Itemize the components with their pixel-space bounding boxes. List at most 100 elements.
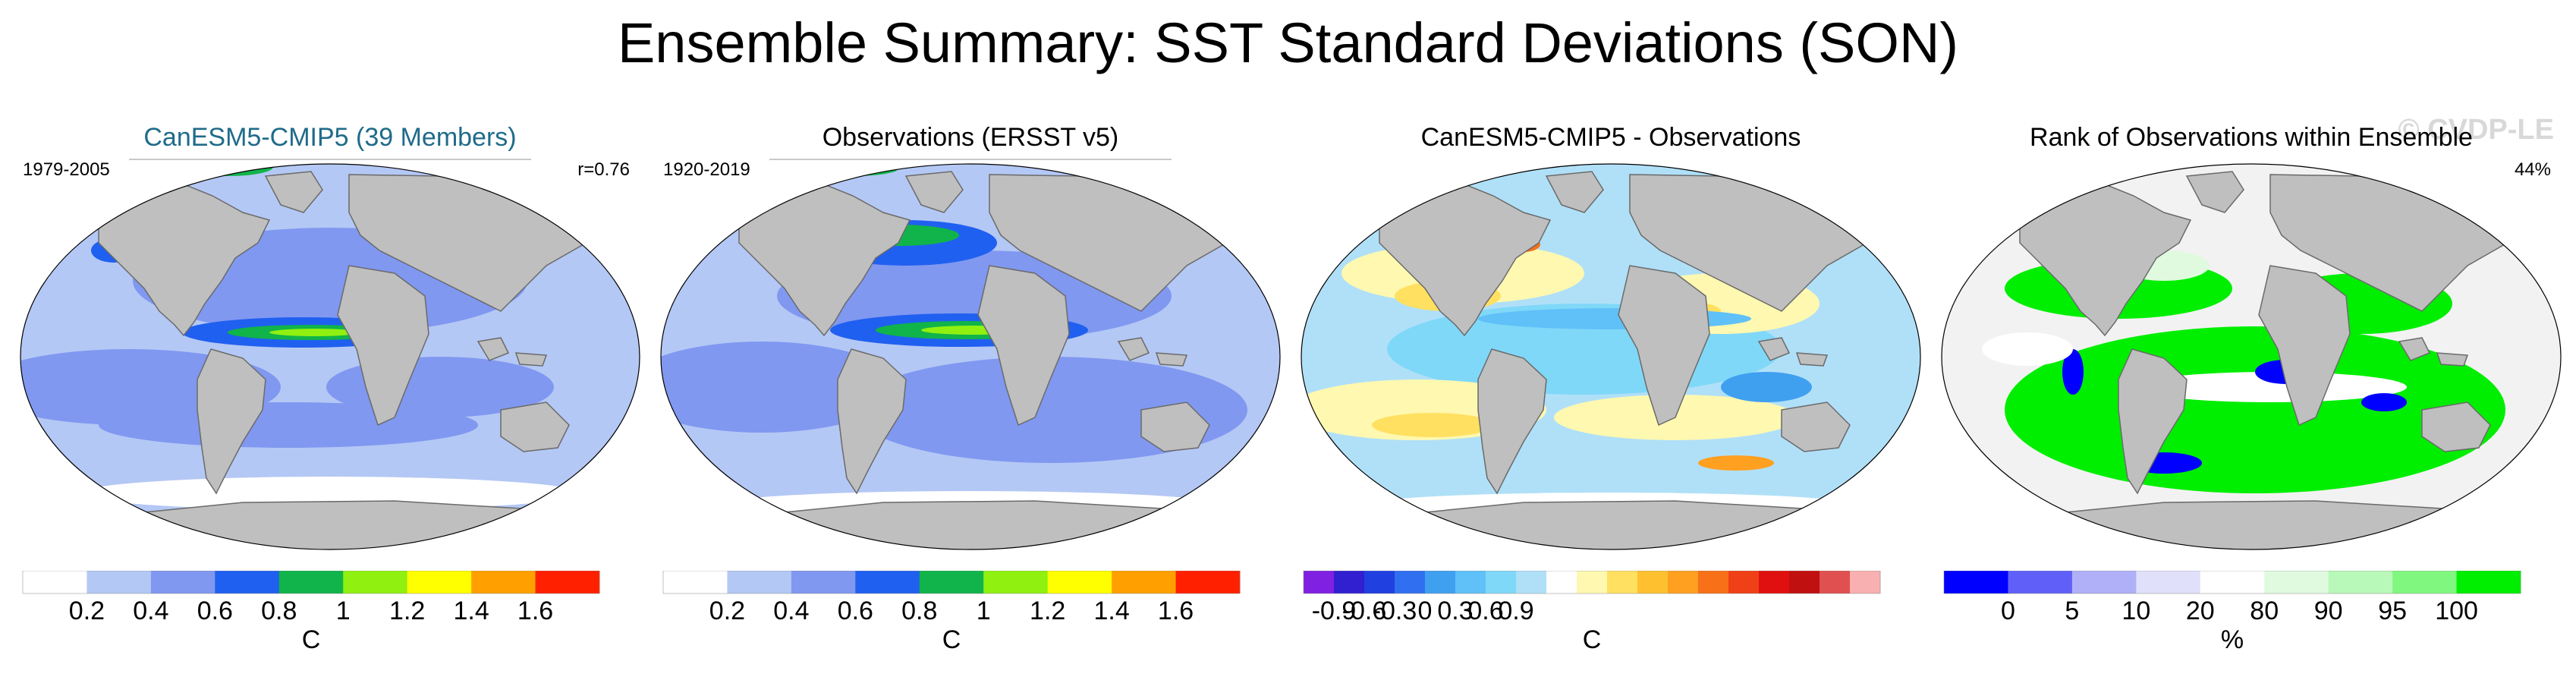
colorbar-swatch bbox=[1364, 571, 1395, 594]
period-label: 1920-2019 bbox=[663, 159, 750, 180]
panel-title: CanESM5-CMIP5 (39 Members) bbox=[15, 123, 645, 160]
colorbar-swatch bbox=[1112, 571, 1177, 594]
colorbar-tick-label: 0.9 bbox=[1498, 597, 1533, 625]
colorbar-swatch bbox=[983, 571, 1049, 594]
colorbar-unit-label: % bbox=[2221, 625, 2244, 654]
percent-label: 44% bbox=[2514, 159, 2551, 180]
colorbar-tick-label: 0.3 bbox=[1437, 597, 1473, 625]
panel-model-std: CanESM5-CMIP5 (39 Members) 1979-2005 r=0… bbox=[15, 114, 645, 675]
colorbar-unit-label: C bbox=[1583, 625, 1602, 654]
colorbar-swatch bbox=[1637, 571, 1669, 594]
colorbar-tick-label: 90 bbox=[2314, 597, 2343, 625]
colorbar: 0 5 10 20 80 90 95 100% bbox=[1943, 571, 2521, 654]
colorbar-tick-label: 80 bbox=[2250, 597, 2279, 625]
colorbar-swatch bbox=[1607, 571, 1638, 594]
panel-observations-std: Observations (ERSST v5) 1920-2019 0.2 0.4… bbox=[656, 114, 1285, 675]
colorbar-swatch bbox=[1334, 571, 1365, 594]
colorbar-tick-label: 0.8 bbox=[261, 597, 297, 625]
colorbar-swatch bbox=[855, 571, 920, 594]
colorbar-tick-label: 0.6 bbox=[1467, 597, 1503, 625]
colorbar-swatch bbox=[1789, 571, 1820, 594]
rank-map bbox=[1941, 163, 2562, 550]
colorbar-swatch bbox=[1546, 571, 1577, 594]
panel-rank: © CVDP-LE Rank of Observations within En… bbox=[1936, 114, 2566, 675]
colorbar-swatch bbox=[1728, 571, 1760, 594]
colorbar-tick-label: 0.4 bbox=[133, 597, 168, 625]
colorbar-swatch bbox=[1047, 571, 1112, 594]
colorbar-swatch bbox=[919, 571, 984, 594]
colorbar-tick-label: 95 bbox=[2378, 597, 2407, 625]
colorbar-swatch bbox=[1668, 571, 1699, 594]
colorbar-swatch bbox=[663, 571, 728, 594]
sst-difference-map bbox=[1301, 163, 1921, 550]
colorbar-tick-label: 0 bbox=[2001, 597, 2015, 625]
colorbar-swatch bbox=[1820, 571, 1851, 594]
colorbar-tick-label: 1.6 bbox=[517, 597, 553, 625]
colorbar-swatch bbox=[150, 571, 215, 594]
colorbar-tick-label: 1.2 bbox=[1030, 597, 1065, 625]
colorbar-tick-label: 0.4 bbox=[773, 597, 809, 625]
colorbar-swatch bbox=[2392, 571, 2458, 594]
colorbar-swatch bbox=[215, 571, 280, 594]
colorbar-swatch bbox=[1486, 571, 1517, 594]
colorbar: 0.2 0.4 0.6 0.8 1 1.2 1.4 1.6 C bbox=[22, 571, 600, 654]
panel-title: Observations (ERSST v5) bbox=[656, 123, 1285, 160]
colorbar-tick-label: 1.2 bbox=[389, 597, 425, 625]
colorbar-tick-label: 0.2 bbox=[709, 597, 745, 625]
colorbar-swatch bbox=[1175, 571, 1241, 594]
colorbar: 0.2 0.4 0.6 0.8 1 1.2 1.4 1.6 C bbox=[662, 571, 1241, 654]
colorbar-swatch bbox=[1759, 571, 1790, 594]
colorbar-swatch bbox=[2200, 571, 2265, 594]
colorbar-unit-label: C bbox=[302, 625, 321, 654]
colorbar-tick-label: 1.4 bbox=[1093, 597, 1129, 625]
colorbar-swatch bbox=[86, 571, 152, 594]
colorbar-tick-label: 1 bbox=[977, 597, 991, 625]
colorbar-swatch bbox=[1850, 571, 1881, 594]
colorbar-tick-label: 0.2 bbox=[69, 597, 105, 625]
colorbar-swatch bbox=[2328, 571, 2393, 594]
colorbar-tick-label: 0.6 bbox=[838, 597, 873, 625]
colorbar-tick-label: 0.6 bbox=[197, 597, 233, 625]
panel-difference: CanESM5-CMIP5 - Observations -0.9 -0.6 -0.… bbox=[1296, 114, 1926, 675]
sst-std-map bbox=[660, 163, 1281, 550]
colorbar-swatch bbox=[2008, 571, 2073, 594]
colorbar-swatch bbox=[278, 571, 344, 594]
colorbar-tick-label: 0 bbox=[1418, 597, 1433, 625]
colorbar-swatch bbox=[1577, 571, 1608, 594]
sst-std-map bbox=[20, 163, 640, 550]
page-title: Ensemble Summary: SST Standard Deviation… bbox=[617, 11, 1959, 74]
colorbar-unit-label: C bbox=[942, 625, 961, 654]
colorbar-swatch bbox=[2136, 571, 2201, 594]
colorbar-swatch bbox=[2071, 571, 2137, 594]
colorbar-tick-label: 10 bbox=[2122, 597, 2150, 625]
colorbar-swatch bbox=[1425, 571, 1456, 594]
colorbar-swatch bbox=[791, 571, 856, 594]
colorbar-swatch bbox=[1516, 571, 1547, 594]
colorbar-swatch bbox=[1304, 571, 1335, 594]
colorbar-tick-label: 1 bbox=[336, 597, 351, 625]
colorbar-swatch bbox=[1944, 571, 2008, 594]
colorbar-tick-label: -0.3 bbox=[1373, 597, 1417, 625]
panel-title: CanESM5-CMIP5 - Observations bbox=[1420, 123, 1801, 152]
period-label: 1979-2005 bbox=[23, 159, 110, 180]
colorbar-swatch bbox=[1395, 571, 1426, 594]
panel-title: Rank of Observations within Ensemble bbox=[2030, 123, 2473, 152]
colorbar-swatch bbox=[471, 571, 536, 594]
colorbar-tick-label: 0.8 bbox=[901, 597, 937, 625]
colorbar-swatch bbox=[23, 571, 87, 594]
colorbar-tick-label: 1.4 bbox=[453, 597, 489, 625]
colorbar-tick-label: -0.9 bbox=[1312, 597, 1357, 625]
colorbar: -0.9-0.6-0.3 0 0.30.60.9 C bbox=[1303, 571, 1881, 654]
colorbar-swatch bbox=[407, 571, 472, 594]
colorbar-swatch bbox=[535, 571, 600, 594]
pattern-correlation-label: r=0.76 bbox=[577, 159, 630, 180]
colorbar-swatch bbox=[1455, 571, 1486, 594]
colorbar-tick-label: 5 bbox=[2065, 597, 2079, 625]
colorbar-swatch bbox=[2264, 571, 2329, 594]
colorbar-swatch bbox=[343, 571, 408, 594]
colorbar-tick-label: 1.6 bbox=[1158, 597, 1194, 625]
watermark: © CVDP-LE bbox=[2398, 114, 2554, 146]
colorbar-tick-label: 100 bbox=[2435, 597, 2478, 625]
colorbar-swatch bbox=[1698, 571, 1729, 594]
colorbar-tick-label: -0.6 bbox=[1342, 597, 1387, 625]
